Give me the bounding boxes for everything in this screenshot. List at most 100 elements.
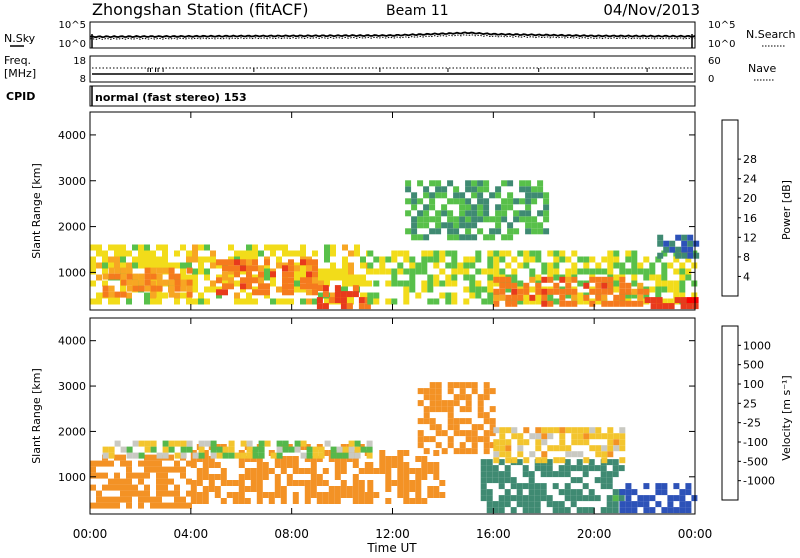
data-cell [102,452,109,459]
data-cell [220,474,227,480]
data-cell [90,256,96,263]
data-cell [415,480,422,486]
data-cell [534,465,541,472]
data-cell [138,273,145,280]
data-cell [403,492,410,498]
data-cell [601,256,608,263]
data-cell [198,262,204,269]
data-cell [360,262,366,269]
data-cell [220,480,227,486]
data-cell [477,204,484,211]
data-cell [477,424,484,431]
data-cell [517,433,524,440]
data-cell [543,192,550,199]
data-cell [126,273,133,280]
data-cell [433,468,440,474]
data-cell [439,480,446,486]
data-cell [180,452,187,459]
data-cell [525,222,532,229]
data-cell [489,228,496,235]
data-cell [334,468,341,474]
data-cell [340,303,347,310]
data-cell [691,280,698,287]
data-cell [429,382,436,389]
data-cell [553,250,560,257]
data-cell [120,484,126,491]
data-cell [492,465,499,472]
data-cell [322,480,329,486]
data-cell [409,498,416,504]
data-cell [190,498,197,504]
data-cell [588,459,595,466]
data-cell [234,265,240,272]
colorbar-tick-label: 12 [743,231,757,244]
data-cell [306,277,312,284]
data-cell [162,440,169,447]
data-cell [523,427,530,434]
data-cell [186,274,192,281]
data-cell [409,468,416,474]
data-cell [423,448,430,455]
data-cell [498,501,505,508]
data-cell [564,507,571,514]
data-cell [270,298,276,305]
data-cell [367,486,374,492]
data-cell [643,495,650,502]
data-cell [114,298,120,305]
data-cell [433,450,440,456]
data-cell [250,480,257,486]
data-cell [126,262,132,269]
data-cell [459,394,466,401]
data-cell [685,274,692,281]
data-cell [487,256,494,263]
data-cell [415,456,422,462]
data-cell [174,298,180,305]
nsky-label: N.Sky [4,32,36,45]
data-cell [264,292,270,299]
data-cell [505,262,512,269]
data-cell [192,274,198,281]
data-cell [505,427,512,434]
data-cell [504,465,511,472]
data-cell [144,292,150,299]
data-cell [108,502,114,509]
data-cell [552,501,559,508]
data-cell [441,222,448,229]
data-cell [90,280,96,287]
data-cell [403,268,410,275]
data-cell [517,298,524,305]
data-cell [250,456,257,462]
data-cell [150,496,156,503]
data-cell [222,446,229,453]
data-cell [577,268,584,275]
data-cell [459,442,466,449]
data-cell [475,256,482,263]
data-cell [90,298,96,305]
data-cell [373,268,380,275]
data-cell [156,262,162,269]
data-cell [300,298,306,305]
data-cell [196,480,203,486]
data-cell [144,440,151,447]
data-cell [246,283,252,290]
data-cell [330,292,336,299]
data-cell [360,274,366,281]
data-cell [631,262,638,269]
data-cell [661,268,668,275]
data-cell [540,465,547,472]
data-cell [439,492,446,498]
data-cell [162,267,169,274]
data-cell [202,456,209,462]
colorbar-tick-label: -25 [743,417,761,430]
data-cell [571,276,578,283]
data-cell [667,280,674,287]
data-cell [358,486,365,492]
data-cell [673,280,680,287]
data-cell [222,265,228,272]
data-cell [312,283,318,290]
data-cell [423,216,430,223]
time-axis: 00:00 04:00 08:00 12:00 16:00 20:00 00:00 [73,112,712,541]
data-cell [427,486,434,492]
data-cell [667,262,674,269]
data-cell [612,507,619,514]
